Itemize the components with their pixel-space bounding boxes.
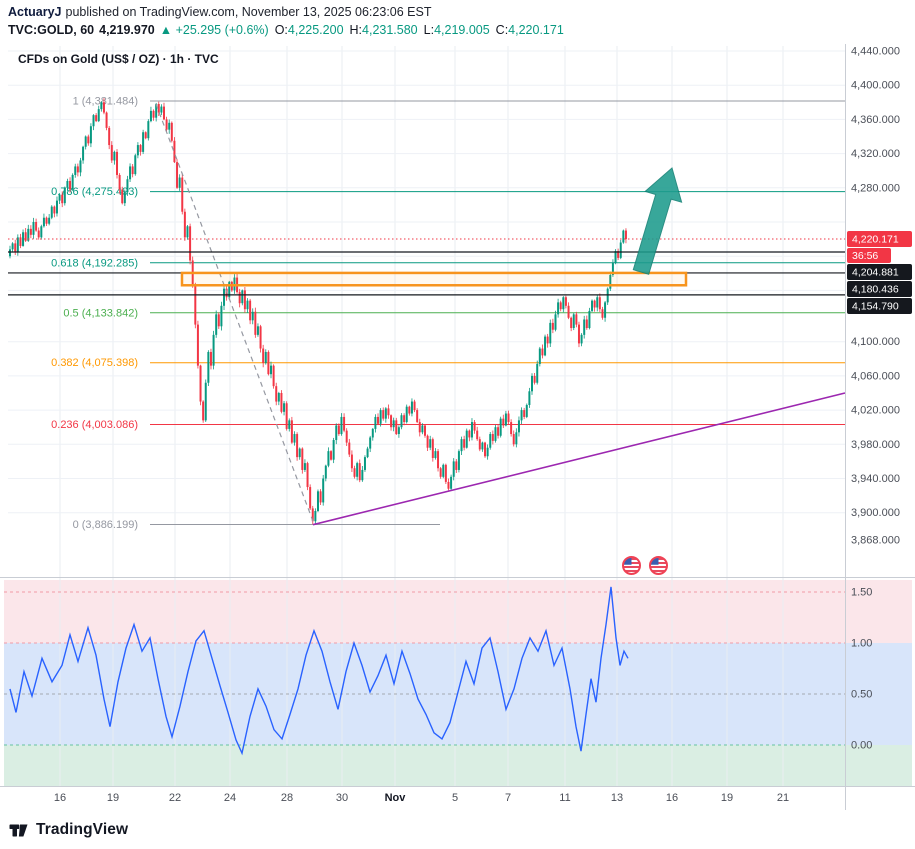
svg-text:21: 21: [777, 792, 789, 804]
footer: TradingView: [8, 816, 128, 844]
price-axis-badges: 4,220.171 36:56 4,204.881 4,180.436 4,154.79…: [847, 230, 912, 314]
symbol-ticker[interactable]: TVC:GOLD, 60: [8, 23, 95, 37]
svg-text:4,154.790: 4,154.790: [852, 301, 899, 313]
symbol-status-line: TVC:GOLD, 60 4,219.970 ▲ +25.295 (+0.6%) O:…: [8, 23, 564, 37]
svg-text:4,440.000: 4,440.000: [851, 46, 900, 58]
svg-text:3,868.000: 3,868.000: [851, 535, 900, 547]
svg-text:4,060.000: 4,060.000: [851, 370, 900, 382]
high-label: H:: [349, 23, 363, 37]
close-value: 4,220.171: [508, 23, 564, 37]
svg-text:4,204.881: 4,204.881: [852, 267, 899, 279]
oscillator-zones: [4, 580, 912, 786]
grid-layer: [8, 46, 845, 786]
svg-text:4,220.171: 4,220.171: [852, 234, 899, 246]
publish-info: ActuaryJ published on TradingView.com, No…: [8, 5, 431, 19]
svg-text:0.382 (4,075.398): 0.382 (4,075.398): [51, 357, 138, 369]
last-price: 4,219.970: [99, 23, 155, 37]
low-label: L:: [423, 23, 435, 37]
high-value: 4,231.580: [362, 23, 418, 37]
svg-text:4,100.000: 4,100.000: [851, 336, 900, 348]
time-axis-labels[interactable]: 16 19 22 24 28 30 Nov 5 7 11 13 16 19 21: [54, 792, 789, 804]
svg-text:3,900.000: 3,900.000: [851, 507, 900, 519]
svg-text:0.5 (4,133.842): 0.5 (4,133.842): [63, 307, 138, 319]
svg-text:3,940.000: 3,940.000: [851, 473, 900, 485]
fib-retracement-layer: 1 (4,381.484)0.786 (4,275.493)0.618 (4,1…: [51, 96, 845, 531]
svg-text:1 (4,381.484): 1 (4,381.484): [73, 96, 138, 108]
svg-text:4,180.436: 4,180.436: [852, 284, 899, 296]
oscillator-line: [9, 586, 629, 756]
svg-text:4,020.000: 4,020.000: [851, 405, 900, 417]
svg-text:0.00: 0.00: [851, 740, 872, 752]
publish-text: published on TradingView.com, November 1…: [65, 5, 432, 19]
svg-text:Nov: Nov: [385, 792, 407, 804]
tradingview-wordmark[interactable]: TradingView: [36, 821, 129, 838]
svg-text:22: 22: [169, 792, 181, 804]
annotations-layer: [8, 238, 845, 296]
trendlines-layer: [155, 103, 846, 526]
svg-text:19: 19: [721, 792, 733, 804]
svg-text:0 (3,886.199): 0 (3,886.199): [73, 519, 138, 531]
open-label: O:: [274, 23, 288, 37]
svg-text:4,320.000: 4,320.000: [851, 148, 900, 160]
svg-text:0.618 (4,192.285): 0.618 (4,192.285): [51, 257, 138, 269]
open-value: 4,225.200: [287, 23, 344, 37]
up-arrow-icon: [632, 167, 683, 275]
low-value: 4,219.005: [434, 23, 490, 37]
svg-text:28: 28: [281, 792, 293, 804]
svg-text:5: 5: [452, 792, 458, 804]
svg-text:4,280.000: 4,280.000: [851, 182, 900, 194]
panel-separators: [0, 44, 915, 810]
svg-text:0.236 (4,003.086): 0.236 (4,003.086): [51, 419, 138, 431]
svg-text:13: 13: [611, 792, 623, 804]
svg-text:36:56: 36:56: [852, 250, 878, 262]
author-name[interactable]: ActuaryJ: [8, 5, 62, 19]
tradingview-logo-icon[interactable]: [8, 820, 29, 841]
svg-text:1.50: 1.50: [851, 587, 872, 599]
svg-text:4,360.000: 4,360.000: [851, 114, 900, 126]
candles-layer: [9, 98, 627, 525]
svg-text:4,400.000: 4,400.000: [851, 80, 900, 92]
svg-text:19: 19: [107, 792, 119, 804]
svg-text:1.00: 1.00: [851, 638, 872, 650]
svg-text:11: 11: [559, 792, 570, 804]
close-label: C:: [495, 23, 509, 37]
svg-text:30: 30: [336, 792, 348, 804]
svg-text:24: 24: [224, 792, 236, 804]
flag-emoji-icon: [649, 556, 668, 575]
svg-text:3,980.000: 3,980.000: [851, 439, 900, 451]
flag-emoji-icon: [622, 556, 641, 575]
price-change: ▲ +25.295 (+0.6%): [159, 23, 269, 37]
svg-text:7: 7: [505, 792, 511, 804]
svg-text:0.50: 0.50: [851, 689, 872, 701]
chart-legend[interactable]: CFDs on Gold (US$ / OZ) · 1h · TVC: [18, 52, 219, 66]
svg-text:16: 16: [666, 792, 678, 804]
svg-text:16: 16: [54, 792, 66, 804]
price-axis-labels[interactable]: 4,440.000 4,400.000 4,360.000 4,320.000 4,28…: [851, 46, 900, 547]
oscillator-levels: 1.50 1.00 0.50 0.00: [4, 587, 872, 752]
publish-header: ActuaryJ published on TradingView.com, No…: [0, 0, 915, 44]
